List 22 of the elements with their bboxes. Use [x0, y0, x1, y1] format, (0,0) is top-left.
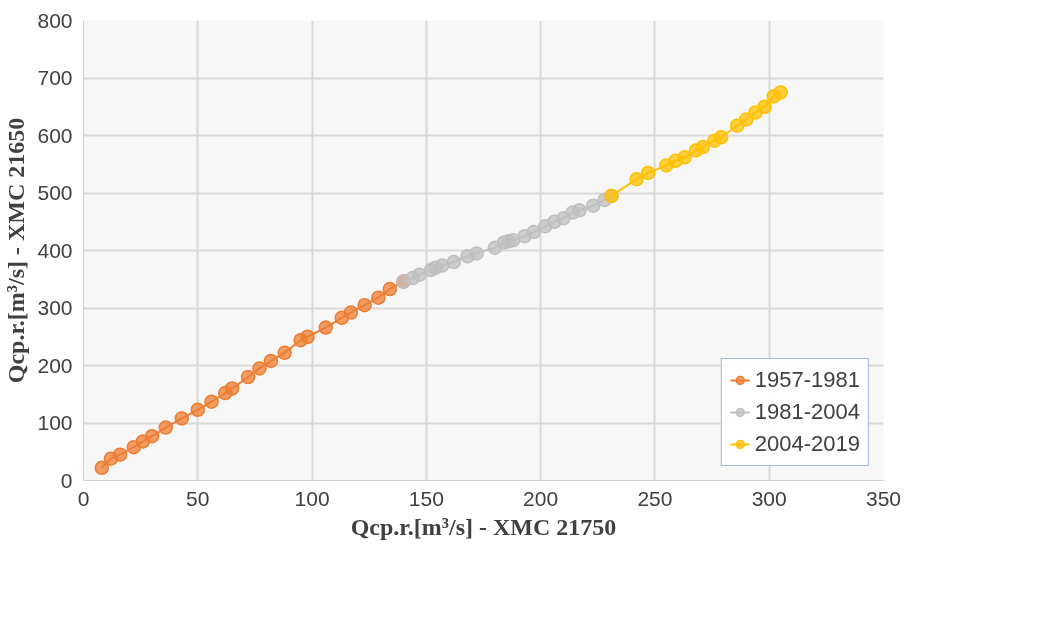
x-tick-label: 250 [637, 486, 673, 510]
legend-label: 2004-2019 [754, 431, 860, 457]
x-tick-label: 350 [865, 486, 902, 510]
y-tick-label: 100 [37, 411, 73, 434]
y-axis-title: Qcp.r.[m³/s] - XMC 21650 [3, 117, 30, 384]
y-tick-label: 600 [37, 123, 73, 147]
y-tick-label: 700 [37, 66, 73, 89]
x-tick-label: 0 [77, 486, 90, 510]
legend-label: 1957-1981 [754, 367, 860, 393]
legend-label: 1981-2004 [754, 399, 860, 425]
x-tick-label: 150 [408, 486, 444, 510]
x-tick-label: 100 [294, 486, 330, 510]
x-axis-title: Qcp.r.[m³/s] - XMC 21750 [350, 513, 617, 540]
x-tick-label: 200 [523, 486, 559, 510]
y-tick-label: 800 [37, 8, 73, 32]
y-tick-label: 300 [37, 296, 73, 319]
y-tick-label: 500 [37, 181, 73, 204]
y-tick-label: 200 [37, 353, 73, 377]
x-tick-label: 300 [751, 486, 787, 510]
x-tick-label: 50 [186, 486, 210, 510]
y-tick-label: 0 [60, 468, 73, 492]
y-tick-label: 400 [37, 238, 73, 262]
